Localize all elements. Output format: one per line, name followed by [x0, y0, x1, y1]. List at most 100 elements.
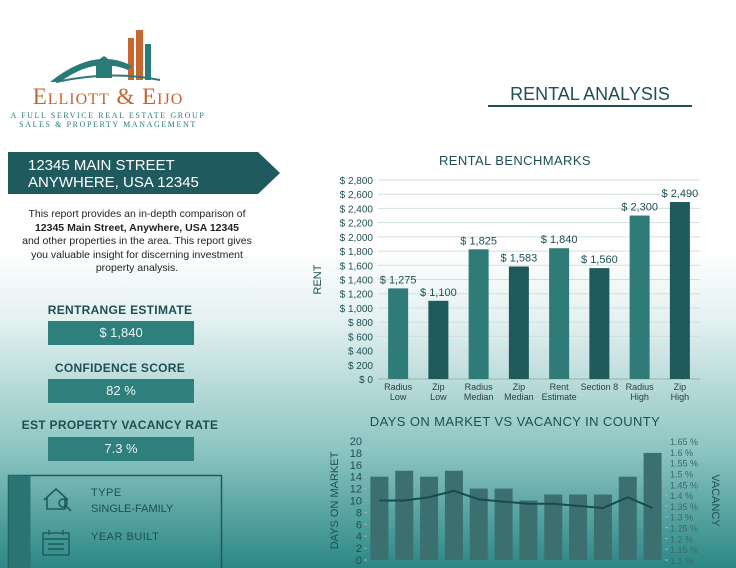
bar [508, 266, 529, 379]
y-tick-label: 16 [350, 460, 362, 472]
stat-label: RENTRANGE ESTIMATE [47, 303, 193, 317]
bar [593, 494, 612, 560]
y-tick-label: $ 2,400 [340, 204, 374, 215]
bar [388, 288, 409, 379]
x-tick-label: Zip High [670, 382, 690, 402]
value-label: $ 1,583 [501, 252, 538, 264]
y-axis-label: DAYS ON MARKET [329, 451, 341, 549]
value-label: $ 1,840 [541, 234, 578, 246]
y-tick-label: $ 2,000 [340, 233, 374, 244]
title-rule [488, 105, 692, 107]
y2-tick-label: 1.4 % [670, 491, 693, 501]
y-tick-label: 0 [356, 555, 362, 567]
logo-tower [145, 44, 151, 80]
logo-swoosh [55, 74, 161, 83]
y-tick-label: 2 [356, 543, 362, 555]
logo-graphic [50, 30, 161, 83]
y-tick-label: $ 1,600 [340, 261, 374, 272]
logo-tower [128, 38, 134, 80]
y2-tick-label: 1.25 % [670, 524, 698, 534]
y-tick-label: 8 [356, 507, 362, 519]
bar [395, 470, 414, 560]
stat-label: EST PROPERTY VACANCY RATE [21, 418, 219, 432]
bar [428, 300, 449, 379]
address-line: 12345 MAIN STREET [28, 157, 175, 174]
bar [494, 488, 513, 560]
description-text: and other properties in the area. This r… [22, 235, 252, 274]
bar [549, 248, 570, 379]
y-tick-label: $ 2,600 [340, 190, 374, 201]
y-tick-label: 4 [356, 531, 362, 543]
bar [370, 476, 389, 560]
page-title: RENTAL ANALYSIS [510, 84, 670, 104]
logo-subtagline: SALES & PROPERTY MANAGEMENT [19, 120, 197, 129]
value-label: $ 2,300 [621, 202, 658, 214]
value-label: $ 2,490 [662, 188, 699, 200]
value-label: $ 1,100 [420, 287, 457, 299]
bar [669, 202, 690, 379]
logo-tower [136, 30, 143, 80]
x-tick-label: Radius Low [384, 382, 413, 402]
y-tick-label: $ 1,000 [340, 304, 374, 315]
x-tick-label: Zip Median [504, 382, 534, 402]
bar [444, 470, 463, 560]
x-tick-label: Section 8 [580, 382, 619, 392]
bar [643, 452, 662, 560]
y2-axis-label: VACANCY [709, 474, 721, 527]
x-tick-label: Zip Low [430, 382, 447, 402]
value-label: $ 1,560 [581, 254, 618, 266]
bar [629, 215, 650, 379]
x-tick-label: Radius High [625, 382, 654, 402]
y-tick-label: $ 0 [359, 375, 373, 386]
calendar-icon [42, 530, 70, 556]
type-icon [43, 487, 72, 512]
stat-value: $ 1,840 [48, 321, 194, 345]
y-tick-label: $ 1,400 [340, 276, 374, 287]
y2-tick-label: 1.5 % [670, 469, 693, 479]
y2-tick-label: 1.45 % [670, 480, 698, 490]
detail-value: SINGLE-FAMILY [91, 503, 174, 515]
address-line: ANYWHERE, USA 12345 [28, 174, 199, 191]
stat-label: CONFIDENCE SCORE [54, 361, 186, 375]
logo-house [90, 56, 118, 66]
value-label: $ 1,825 [460, 235, 497, 247]
description-text: This report provides an in-depth compari… [28, 208, 246, 220]
details-strip [8, 475, 31, 568]
bar [519, 500, 538, 560]
stat-value: 82 % [48, 379, 194, 403]
y2-tick-label: 1.3 % [670, 513, 693, 523]
bar [468, 249, 489, 379]
bar [420, 476, 439, 560]
y-tick-label: 20 [350, 436, 362, 448]
y-tick-label: $ 1,800 [340, 247, 374, 258]
detail-label: TYPE [91, 487, 122, 499]
x-tick-label: Radius Median [463, 382, 494, 402]
value-label: $ 1,275 [380, 274, 417, 286]
bar [544, 494, 563, 560]
vacancy-line [379, 489, 653, 510]
bar [589, 268, 610, 379]
logo-name: Elliott & Eijo [32, 84, 184, 109]
y-tick-label: $ 1,200 [340, 290, 374, 301]
y-tick-label: $ 2,800 [340, 176, 374, 187]
x-tick-label: Rent Estimate [541, 382, 577, 402]
address-banner [8, 152, 280, 194]
y-tick-label: 10 [350, 496, 362, 508]
y-tick-label: $ 600 [348, 332, 373, 343]
y-tick-label: 14 [350, 472, 362, 484]
y-tick-label: $ 200 [348, 361, 373, 372]
description: This report provides an in-depth compari… [14, 208, 260, 276]
bar [569, 494, 588, 560]
y-tick-label: 6 [356, 519, 362, 531]
y-tick-label: $ 400 [348, 347, 373, 358]
y-tick-label: 18 [350, 448, 362, 460]
y-axis-label: RENT [312, 264, 324, 294]
y2-tick-label: 1.1 % [670, 556, 693, 566]
y-tick-label: 12 [350, 484, 362, 496]
y2-tick-label: 1.6 % [670, 448, 693, 458]
chart-title: RENTAL BENCHMARKS [439, 153, 591, 168]
y2-tick-label: 1.35 % [670, 502, 698, 512]
